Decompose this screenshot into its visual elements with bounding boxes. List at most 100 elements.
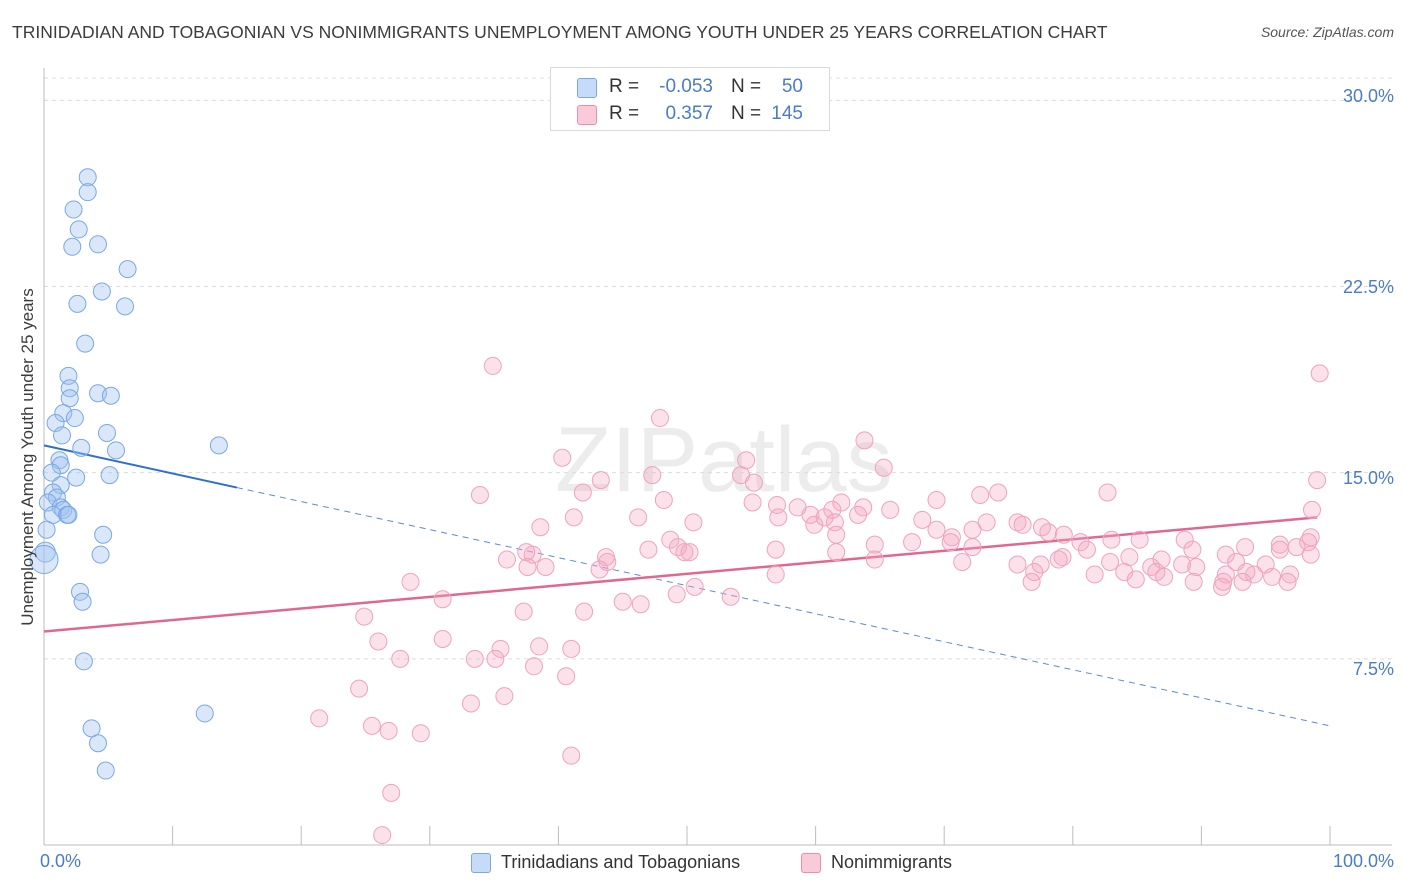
- data-point-nonimmigrant: [557, 667, 576, 686]
- data-point-nonimmigrant: [963, 520, 982, 539]
- data-point-nonimmigrant: [881, 500, 900, 519]
- data-point-nonimmigrant: [1031, 555, 1050, 574]
- y-tick-label-15: 15.0%: [1342, 468, 1394, 488]
- data-point-nonimmigrant: [650, 409, 669, 428]
- data-point-nonimmigrant: [590, 560, 609, 579]
- legend-row-nonimmigrant: R = 0.357 N = 145: [551, 100, 829, 128]
- data-point-nonimmigrant: [573, 483, 592, 502]
- data-point-trinidadian: [74, 652, 93, 671]
- data-point-nonimmigrant: [310, 709, 329, 728]
- data-point-nonimmigrant: [591, 471, 610, 490]
- data-point-nonimmigrant: [1022, 572, 1041, 591]
- data-point-nonimmigrant: [524, 657, 543, 676]
- data-point-nonimmigrant: [1175, 530, 1194, 549]
- data-point-nonimmigrant: [766, 540, 785, 559]
- data-point-nonimmigrant: [391, 649, 410, 668]
- data-point-nonimmigrant: [562, 639, 581, 658]
- data-point-trinidadian: [101, 386, 120, 405]
- data-point-trinidadian: [92, 282, 111, 301]
- data-point-nonimmigrant: [530, 637, 549, 656]
- data-point-nonimmigrant: [1032, 518, 1051, 537]
- data-point-nonimmigrant: [382, 783, 401, 802]
- data-point-nonimmigrant: [675, 543, 694, 562]
- data-point-trinidadian: [53, 426, 72, 445]
- data-point-trinidadian: [100, 466, 119, 485]
- data-point-nonimmigrant: [680, 543, 699, 562]
- legend-n-value: 50: [781, 76, 803, 97]
- data-point-trinidadian: [29, 545, 59, 575]
- legend-swatch-pink: [577, 105, 597, 125]
- data-point-nonimmigrant: [913, 510, 932, 529]
- data-point-trinidadian: [116, 297, 135, 316]
- data-point-nonimmigrant: [766, 565, 785, 584]
- data-point-trinidadian: [195, 704, 214, 723]
- bottom-legend-swatch-nonimmigrant: [801, 853, 821, 873]
- data-point-trinidadian: [68, 294, 87, 313]
- data-point-nonimmigrant: [849, 505, 868, 524]
- data-point-trinidadian: [51, 498, 70, 517]
- y-tick-label-7.5: 7.5%: [1352, 659, 1394, 679]
- data-point-nonimmigrant: [518, 557, 537, 576]
- data-point-nonimmigrant: [1184, 572, 1203, 591]
- data-point-nonimmigrant: [362, 716, 381, 735]
- data-point-nonimmigrant: [1071, 533, 1090, 552]
- data-point-trinidadian: [98, 423, 117, 442]
- data-point-trinidadian: [78, 168, 97, 187]
- data-point-trinidadian: [63, 237, 82, 256]
- data-point-nonimmigrant: [865, 535, 884, 554]
- data-point-nonimmigrant: [350, 679, 369, 698]
- data-point-nonimmigrant: [433, 629, 452, 648]
- data-point-nonimmigrant: [598, 553, 617, 572]
- data-point-nonimmigrant: [1278, 572, 1297, 591]
- data-point-nonimmigrant: [1126, 570, 1145, 589]
- data-point-nonimmigrant: [401, 572, 420, 591]
- data-point-nonimmigrant: [989, 483, 1008, 502]
- data-point-nonimmigrant: [1263, 567, 1282, 586]
- data-point-nonimmigrant: [1233, 572, 1252, 591]
- data-point-nonimmigrant: [1130, 530, 1149, 549]
- data-point-nonimmigrant: [631, 595, 650, 614]
- data-point-nonimmigrant: [1236, 538, 1255, 557]
- y-tick-label-22.5: 22.5%: [1342, 277, 1394, 297]
- data-point-nonimmigrant: [685, 577, 704, 596]
- data-point-nonimmigrant: [941, 533, 960, 552]
- trend-line-trinidadian: [43, 444, 238, 489]
- data-point-nonimmigrant: [1281, 565, 1300, 584]
- legend-r-label: R =: [609, 76, 640, 97]
- data-point-nonimmigrant: [667, 585, 686, 604]
- data-point-trinidadian: [89, 734, 108, 753]
- data-point-nonimmigrant: [1237, 562, 1256, 581]
- correlation-legend: R = -0.053 N = 50 R = 0.357 N = 145: [550, 67, 830, 131]
- data-point-trinidadian: [89, 235, 108, 254]
- data-point-trinidadian: [54, 404, 73, 423]
- data-point-nonimmigrant: [801, 505, 820, 524]
- trend-line-nonimmigrant: [43, 516, 1318, 633]
- data-point-nonimmigrant: [411, 724, 430, 743]
- data-point-nonimmigrant: [497, 550, 516, 569]
- data-point-nonimmigrant: [827, 525, 846, 544]
- data-point-nonimmigrant: [769, 508, 788, 527]
- data-point-nonimmigrant: [815, 508, 834, 527]
- data-point-trinidadian: [64, 200, 83, 219]
- data-point-nonimmigrant: [1142, 557, 1161, 576]
- data-point-nonimmigrant: [564, 508, 583, 527]
- bottom-legend-label-trinidadian: Trinidadians and Tobagonians: [501, 852, 741, 872]
- data-point-nonimmigrant: [1155, 567, 1174, 586]
- data-point-trinidadian: [37, 520, 56, 539]
- data-point-nonimmigrant: [927, 490, 946, 509]
- data-point-nonimmigrant: [517, 543, 536, 562]
- data-point-trinidadian: [60, 389, 79, 408]
- watermark: ZIPatlas: [555, 409, 893, 511]
- data-point-nonimmigrant: [639, 540, 658, 559]
- data-point-nonimmigrant: [953, 553, 972, 572]
- data-point-nonimmigrant: [470, 486, 489, 505]
- data-point-trinidadian: [51, 456, 70, 475]
- data-point-trinidadian: [42, 463, 61, 482]
- data-point-nonimmigrant: [575, 602, 594, 621]
- legend-r-value: 0.357: [665, 103, 713, 124]
- data-point-nonimmigrant: [832, 493, 851, 512]
- data-point-nonimmigrant: [562, 746, 581, 765]
- data-point-trinidadian: [72, 438, 91, 457]
- data-point-nonimmigrant: [1008, 555, 1027, 574]
